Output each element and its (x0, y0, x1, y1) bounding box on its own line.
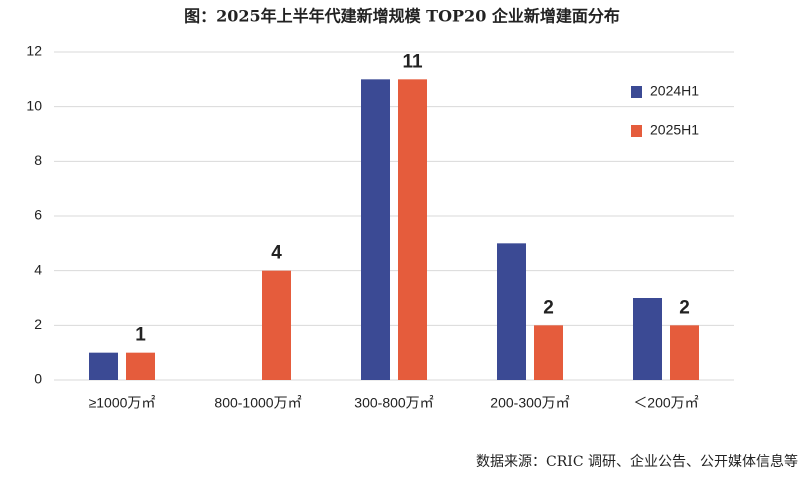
chart-title: 图：2025年上半年代建新增规模 TOP20 企业新增建面分布 (184, 7, 620, 26)
legend-swatch (631, 125, 642, 137)
y-tick-label: 0 (34, 371, 42, 387)
bar (126, 352, 155, 380)
bar (670, 325, 699, 380)
data-label: 4 (271, 243, 282, 264)
x-tick-label: ＜200万㎡ (633, 395, 698, 411)
source-note: 数据来源：CRIC 调研、企业公告、公开媒体信息等 (476, 453, 798, 470)
y-tick-label: 2 (34, 316, 42, 332)
x-tick-label: 300-800万㎡ (354, 395, 433, 411)
x-tick-label: 200-300万㎡ (490, 395, 569, 411)
bar (398, 79, 427, 380)
x-tick-label: ≥1000万㎡ (89, 395, 156, 411)
y-tick-label: 12 (26, 43, 42, 59)
y-tick-label: 4 (34, 261, 42, 277)
legend-swatch (631, 86, 642, 98)
data-label: 2 (679, 297, 690, 318)
legend-label: 2025H1 (650, 122, 699, 138)
legend-label: 2024H1 (650, 83, 699, 99)
bar (89, 352, 118, 380)
data-label: 1 (135, 325, 146, 346)
y-tick-label: 6 (34, 207, 42, 223)
y-tick-label: 8 (34, 152, 42, 168)
bar (497, 243, 526, 380)
data-label: 11 (402, 51, 423, 72)
y-tick-label: 10 (26, 97, 42, 113)
bar (633, 298, 662, 380)
bar (534, 325, 563, 380)
bar (361, 79, 390, 380)
x-tick-label: 800-1000万㎡ (214, 395, 301, 411)
data-label: 2 (543, 297, 554, 318)
bar (262, 270, 291, 380)
